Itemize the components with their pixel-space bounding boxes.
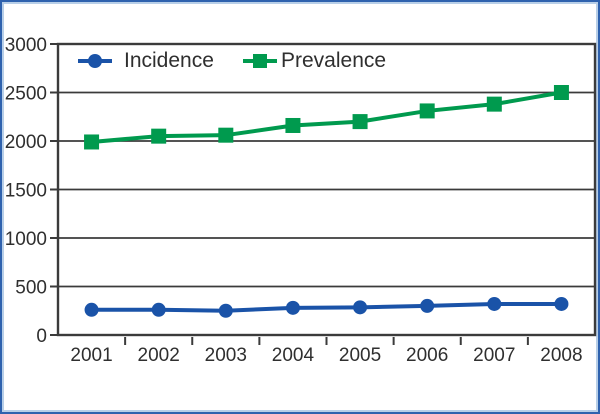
- x-axis-label: 2005: [339, 345, 381, 366]
- y-axis-label: 1500: [5, 181, 47, 202]
- x-axis-label: 2008: [540, 345, 582, 366]
- data-point: [84, 302, 99, 317]
- y-axis-label: 1000: [5, 229, 47, 250]
- data-point: [218, 127, 234, 143]
- y-axis-label: 2500: [5, 84, 47, 105]
- series-line-prevalence: [91, 90, 562, 144]
- data-point: [151, 302, 166, 317]
- data-point: [487, 296, 502, 311]
- data-point: [218, 303, 233, 318]
- data-point: [554, 296, 569, 311]
- y-axis-label: 500: [15, 278, 47, 299]
- data-point: [353, 300, 368, 315]
- x-axis-label: 2003: [205, 345, 247, 366]
- series-line-incidence: [91, 301, 562, 313]
- data-point: [285, 117, 301, 133]
- x-axis-label: 2007: [473, 345, 515, 366]
- data-point: [553, 85, 569, 100]
- data-point: [486, 96, 502, 112]
- x-axis-label: 2001: [70, 345, 112, 366]
- y-axis-label: 0: [36, 326, 47, 347]
- y-axis-label: 2000: [5, 132, 47, 153]
- data-point: [151, 128, 167, 144]
- data-point: [84, 134, 100, 150]
- data-point: [419, 103, 435, 119]
- y-axis-label: 3000: [5, 35, 47, 56]
- data-point: [285, 300, 300, 315]
- x-axis-label: 2004: [272, 345, 315, 366]
- data-point: [420, 298, 435, 313]
- data-point: [352, 114, 368, 130]
- x-axis-label: 2006: [406, 345, 448, 366]
- x-axis-label: 2002: [138, 345, 180, 366]
